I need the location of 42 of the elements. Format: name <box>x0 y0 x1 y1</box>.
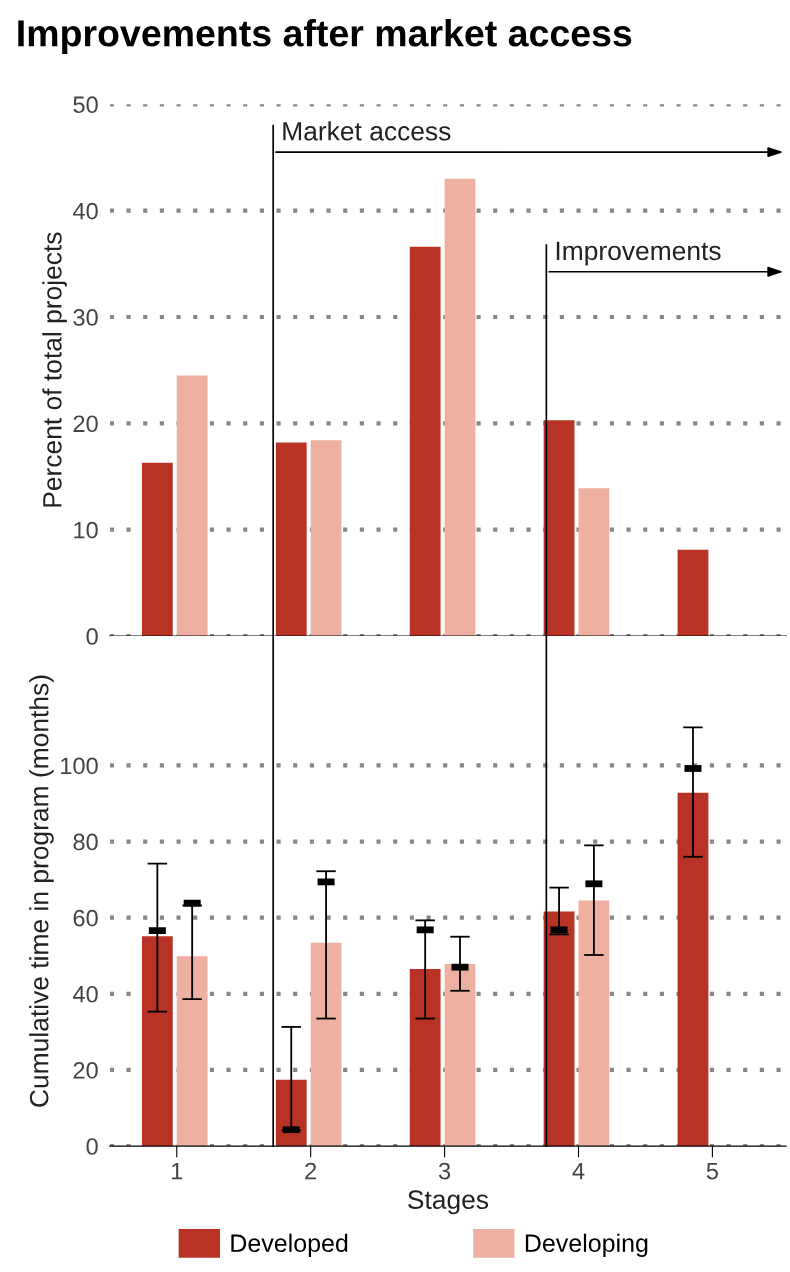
bar <box>176 375 208 636</box>
y-tick-label: 100 <box>61 757 98 775</box>
bar <box>677 792 709 1147</box>
x-tick-label: 3 <box>438 1162 451 1180</box>
bar <box>141 936 173 1147</box>
bar <box>176 956 208 1147</box>
bar <box>677 549 709 636</box>
bar <box>409 969 441 1147</box>
bar <box>444 178 476 636</box>
y-tick-label: 20 <box>73 415 98 433</box>
x-tick-label: 5 <box>706 1162 718 1180</box>
y-tick-label: 60 <box>73 909 98 927</box>
y-tick-label: 10 <box>74 521 98 539</box>
y-tick-label: 30 <box>73 309 98 326</box>
x-axis-title: Stages <box>408 1190 489 1215</box>
y-axis-title: Cumulative time in program (months) <box>29 675 54 1107</box>
y-tick-label: 50 <box>73 96 98 114</box>
bar <box>310 440 342 636</box>
y-tick-label: 0 <box>86 628 98 645</box>
x-tick-label: 1 <box>172 1162 183 1180</box>
bar <box>310 942 342 1147</box>
legend-label: Developing <box>525 1233 648 1257</box>
bar <box>543 420 575 636</box>
bar <box>578 488 610 636</box>
bar <box>409 246 441 636</box>
ref-line-label: Market access <box>283 121 451 141</box>
x-tick-label: 4 <box>572 1162 585 1180</box>
y-tick-label: 80 <box>73 833 98 851</box>
bar <box>543 911 575 1147</box>
x-tick-label: 2 <box>305 1162 317 1180</box>
chart-title: Improvements after market access <box>18 19 632 55</box>
y-tick-label: 0 <box>86 1138 98 1155</box>
bar <box>578 900 610 1147</box>
y-tick-label: 40 <box>72 202 98 220</box>
y-tick-label: 20 <box>73 1062 98 1079</box>
y-axis-title: Percent of total projects <box>42 232 67 507</box>
y-tick-label: 40 <box>72 985 98 1003</box>
bar <box>444 964 476 1147</box>
bar <box>141 462 173 636</box>
ref-line-label: Improvements <box>556 241 721 266</box>
bar <box>275 442 307 636</box>
legend-label: Developed <box>231 1233 348 1257</box>
